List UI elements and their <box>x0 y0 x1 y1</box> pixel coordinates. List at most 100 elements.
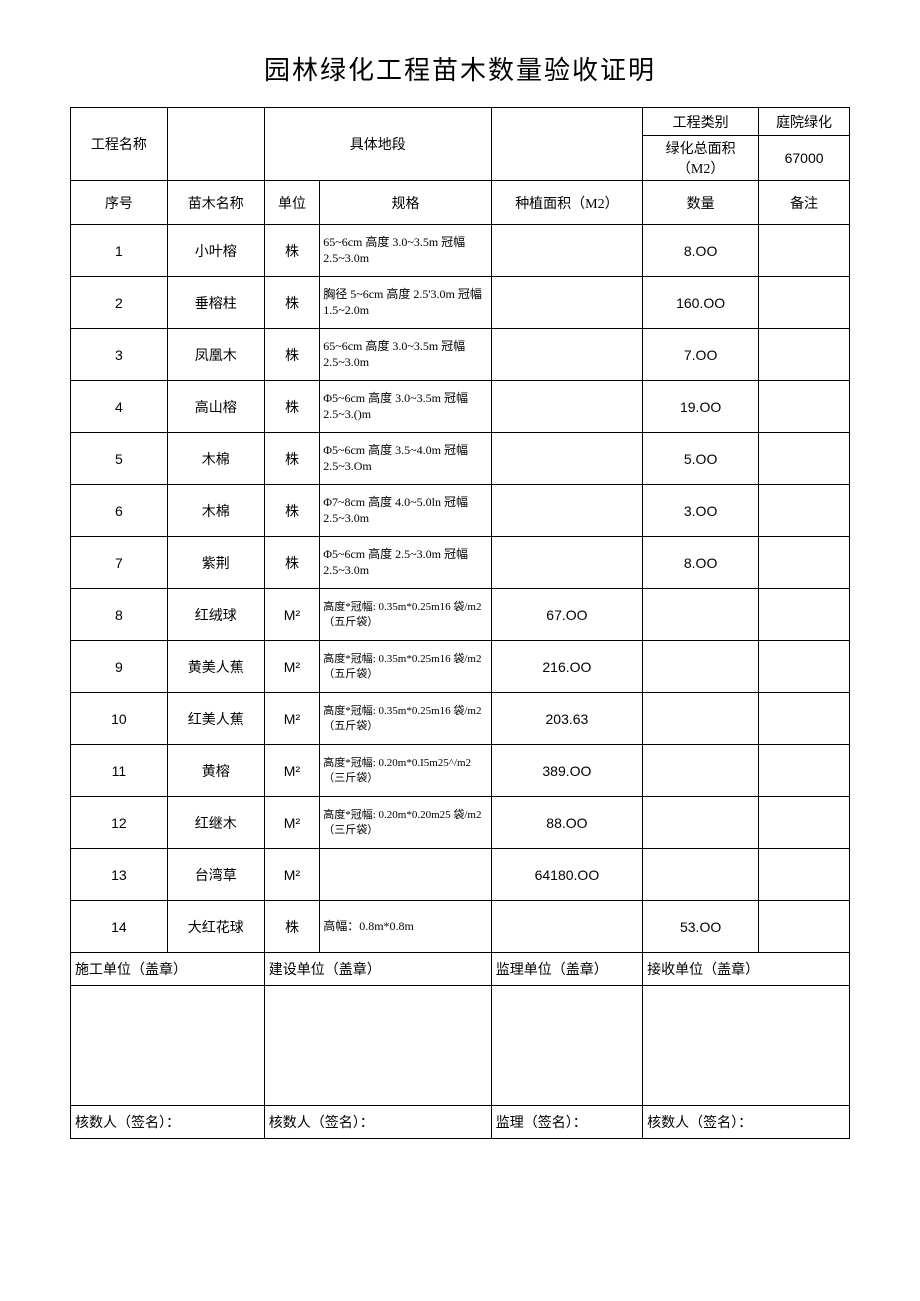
cell-spec: Φ7~8cm 高度 4.0~5.0ln 冠幅 2.5~3.0m <box>320 485 492 537</box>
cell-spec: 高度*冠幅: 0.35m*0.25m16 袋/m2（五斤袋） <box>320 589 492 641</box>
cell-name: 木棉 <box>167 485 264 537</box>
table-row: 6 木棉 株 Φ7~8cm 高度 4.0~5.0ln 冠幅 2.5~3.0m 3… <box>71 485 850 537</box>
cell-unit: M² <box>264 797 319 849</box>
cell-name: 黄榕 <box>167 745 264 797</box>
cell-area: 389.OO <box>491 745 642 797</box>
table-row: 7 紫荆 株 Φ5~6cm 高度 2.5~3.0m 冠幅 2.5~3.0m 8.… <box>71 537 850 589</box>
cell-remark <box>759 329 850 381</box>
cell-area <box>491 277 642 329</box>
cell-name: 凤凰木 <box>167 329 264 381</box>
cell-remark <box>759 277 850 329</box>
col-remark: 备注 <box>759 181 850 225</box>
cell-qty <box>643 745 759 797</box>
cell-area: 67.OO <box>491 589 642 641</box>
cell-unit: 株 <box>264 381 319 433</box>
cell-spec: 高度*冠幅: 0.20m*0.I5m25^/m2（三斤袋） <box>320 745 492 797</box>
total-area-value: 67000 <box>759 136 850 181</box>
cell-qty <box>643 849 759 901</box>
cell-spec: 高度*冠幅: 0.35m*0.25m16 袋/m2（五斤袋） <box>320 641 492 693</box>
project-name-value <box>167 108 264 181</box>
cell-seq: 10 <box>71 693 168 745</box>
cell-qty <box>643 589 759 641</box>
cell-seq: 6 <box>71 485 168 537</box>
cell-seq: 9 <box>71 641 168 693</box>
table-row: 5 木棉 株 Φ5~6cm 高度 3.5~4.0m 冠幅 2.5~3.Om 5.… <box>71 433 850 485</box>
cell-name: 小叶榕 <box>167 225 264 277</box>
cell-unit: 株 <box>264 901 319 953</box>
cell-spec <box>320 849 492 901</box>
receive-unit: 接收单位（盖章） <box>643 953 850 986</box>
cell-spec: 65~6cm 高度 3.0~3.5m 冠幅 2.5~3.0m <box>320 329 492 381</box>
cell-qty: 5.OO <box>643 433 759 485</box>
footer-sign-row: 核数人（签名）： 核数人（签名）： 监理（签名）： 核数人（签名）： <box>71 1106 850 1139</box>
category-value: 庭院绿化 <box>759 108 850 136</box>
cell-unit: 株 <box>264 485 319 537</box>
supervision-unit: 监理单位（盖章） <box>491 953 642 986</box>
category-label: 工程类别 <box>643 108 759 136</box>
checker-2: 核数人（签名）： <box>264 1106 491 1139</box>
table-row: 8 红绒球 M² 高度*冠幅: 0.35m*0.25m16 袋/m2（五斤袋） … <box>71 589 850 641</box>
main-table: 工程名称 具体地段 工程类别 庭院绿化 绿化总面积（M2） 67000 序号 苗… <box>70 107 850 1139</box>
cell-remark <box>759 433 850 485</box>
footer-stamp-row <box>71 986 850 1106</box>
cell-qty: 8.OO <box>643 537 759 589</box>
cell-area <box>491 381 642 433</box>
cell-remark <box>759 381 850 433</box>
cell-spec: 高度*冠幅: 0.20m*0.20m25 袋/m2（三斤袋） <box>320 797 492 849</box>
table-row: 10 红美人蕉 M² 高度*冠幅: 0.35m*0.25m16 袋/m2（五斤袋… <box>71 693 850 745</box>
table-row: 3 凤凰木 株 65~6cm 高度 3.0~3.5m 冠幅 2.5~3.0m 7… <box>71 329 850 381</box>
cell-name: 台湾草 <box>167 849 264 901</box>
location-value <box>491 108 642 181</box>
cell-area: 203.63 <box>491 693 642 745</box>
cell-name: 木棉 <box>167 433 264 485</box>
cell-name: 黄美人蕉 <box>167 641 264 693</box>
cell-seq: 1 <box>71 225 168 277</box>
cell-name: 红继木 <box>167 797 264 849</box>
cell-remark <box>759 225 850 277</box>
table-row: 2 垂榕柱 株 胸径 5~6cm 高度 2.5'3.0m 冠幅 1.5~2.0m… <box>71 277 850 329</box>
col-seq: 序号 <box>71 181 168 225</box>
col-name: 苗木名称 <box>167 181 264 225</box>
stamp-area-3 <box>491 986 642 1106</box>
cell-seq: 14 <box>71 901 168 953</box>
checker-3: 核数人（签名）： <box>643 1106 850 1139</box>
cell-name: 紫荆 <box>167 537 264 589</box>
cell-seq: 12 <box>71 797 168 849</box>
cell-seq: 4 <box>71 381 168 433</box>
location-label: 具体地段 <box>264 108 491 181</box>
cell-seq: 8 <box>71 589 168 641</box>
col-unit: 单位 <box>264 181 319 225</box>
cell-qty <box>643 693 759 745</box>
cell-qty: 160.OO <box>643 277 759 329</box>
cell-remark <box>759 797 850 849</box>
col-qty: 数量 <box>643 181 759 225</box>
col-spec: 规格 <box>320 181 492 225</box>
cell-area <box>491 329 642 381</box>
cell-name: 红美人蕉 <box>167 693 264 745</box>
stamp-area-4 <box>643 986 850 1106</box>
cell-seq: 2 <box>71 277 168 329</box>
cell-area <box>491 537 642 589</box>
table-row: 12 红继木 M² 高度*冠幅: 0.20m*0.20m25 袋/m2（三斤袋）… <box>71 797 850 849</box>
footer-units-row: 施工单位（盖章） 建设单位（盖章） 监理单位（盖章） 接收单位（盖章） <box>71 953 850 986</box>
cell-area <box>491 901 642 953</box>
cell-qty: 3.OO <box>643 485 759 537</box>
cell-spec: 高度*冠幅: 0.35m*0.25m16 袋/m2（五斤袋） <box>320 693 492 745</box>
cell-remark <box>759 641 850 693</box>
cell-unit: M² <box>264 849 319 901</box>
column-header-row: 序号 苗木名称 单位 规格 种植面积（M2） 数量 备注 <box>71 181 850 225</box>
cell-qty <box>643 641 759 693</box>
col-area: 种植面积（M2） <box>491 181 642 225</box>
cell-seq: 11 <box>71 745 168 797</box>
cell-remark <box>759 693 850 745</box>
table-row: 4 高山榕 株 Φ5~6cm 高度 3.0~3.5m 冠幅 2.5~3.()m … <box>71 381 850 433</box>
cell-seq: 7 <box>71 537 168 589</box>
cell-name: 红绒球 <box>167 589 264 641</box>
build-unit: 建设单位（盖章） <box>264 953 491 986</box>
table-row: 9 黄美人蕉 M² 高度*冠幅: 0.35m*0.25m16 袋/m2（五斤袋）… <box>71 641 850 693</box>
cell-area: 64180.OO <box>491 849 642 901</box>
cell-remark <box>759 849 850 901</box>
cell-name: 高山榕 <box>167 381 264 433</box>
table-row: 11 黄榕 M² 高度*冠幅: 0.20m*0.I5m25^/m2（三斤袋） 3… <box>71 745 850 797</box>
cell-qty: 7.OO <box>643 329 759 381</box>
